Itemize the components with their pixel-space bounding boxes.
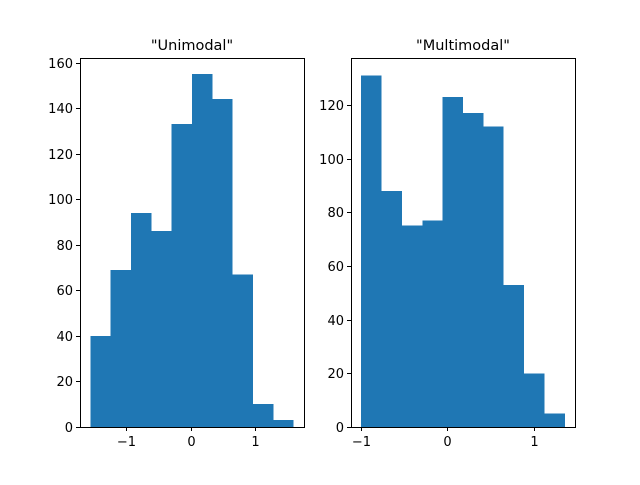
multimodal-xtick-label: 0 xyxy=(443,435,451,450)
multimodal-histogram-bar xyxy=(361,75,382,427)
unimodal-ytick-label: 120 xyxy=(48,148,73,163)
unimodal-histogram-bar xyxy=(171,124,192,427)
unimodal-histogram-bar xyxy=(253,404,274,427)
unimodal-histogram-bar xyxy=(273,420,294,427)
multimodal-ytick-label: 60 xyxy=(327,260,344,275)
multimodal-histogram-bar xyxy=(483,126,504,428)
multimodal-ytick-label: 120 xyxy=(319,99,344,114)
multimodal-histogram-bar xyxy=(524,373,545,427)
unimodal-histogram-bar xyxy=(232,274,254,427)
multimodal-title: "Multimodal" xyxy=(416,38,510,54)
unimodal-title: "Unimodal" xyxy=(151,38,233,54)
unimodal-ytick-label: 40 xyxy=(56,330,73,345)
unimodal-histogram-bar xyxy=(212,99,233,427)
multimodal-ytick-label: 100 xyxy=(319,153,344,168)
unimodal-axes-frame xyxy=(80,58,305,428)
multimodal-xtick-label: 1 xyxy=(530,435,538,450)
multimodal-ytick-label: 40 xyxy=(327,314,344,329)
multimodal-histogram-bar xyxy=(401,225,423,427)
multimodal-histogram-bar xyxy=(381,190,402,427)
unimodal-histogram-bar xyxy=(90,335,111,427)
unimodal-ytick-label: 80 xyxy=(56,239,73,254)
unimodal-histogram-bar xyxy=(192,73,213,427)
unimodal-histogram-bar xyxy=(130,212,152,427)
unimodal-ytick-label: 140 xyxy=(48,102,73,117)
unimodal-ytick-label: 60 xyxy=(56,284,73,299)
multimodal-histogram-bar xyxy=(544,413,565,427)
unimodal-ytick-label: 0 xyxy=(65,421,73,436)
multimodal-ytick-label: 20 xyxy=(327,367,344,382)
multimodal-xtick-label: −1 xyxy=(352,435,371,450)
unimodal-histogram-bar xyxy=(151,231,172,427)
multimodal-histogram-bar xyxy=(442,96,463,427)
unimodal-xtick-label: 1 xyxy=(251,435,259,450)
unimodal-histogram-bar xyxy=(110,269,131,427)
multimodal-histogram-bar xyxy=(463,113,484,427)
multimodal-ytick-label: 0 xyxy=(336,421,344,436)
unimodal-ytick-label: 100 xyxy=(48,193,73,208)
unimodal-ytick-label: 20 xyxy=(56,375,73,390)
unimodal-ytick-label: 160 xyxy=(48,57,73,72)
multimodal-histogram-bar xyxy=(422,220,443,427)
unimodal-xtick-label: −1 xyxy=(117,435,136,450)
multimodal-ytick-label: 80 xyxy=(327,206,344,221)
multimodal-axes-frame xyxy=(351,58,576,428)
multimodal-histogram-bar xyxy=(503,284,525,427)
unimodal-xtick-label: 0 xyxy=(187,435,195,450)
